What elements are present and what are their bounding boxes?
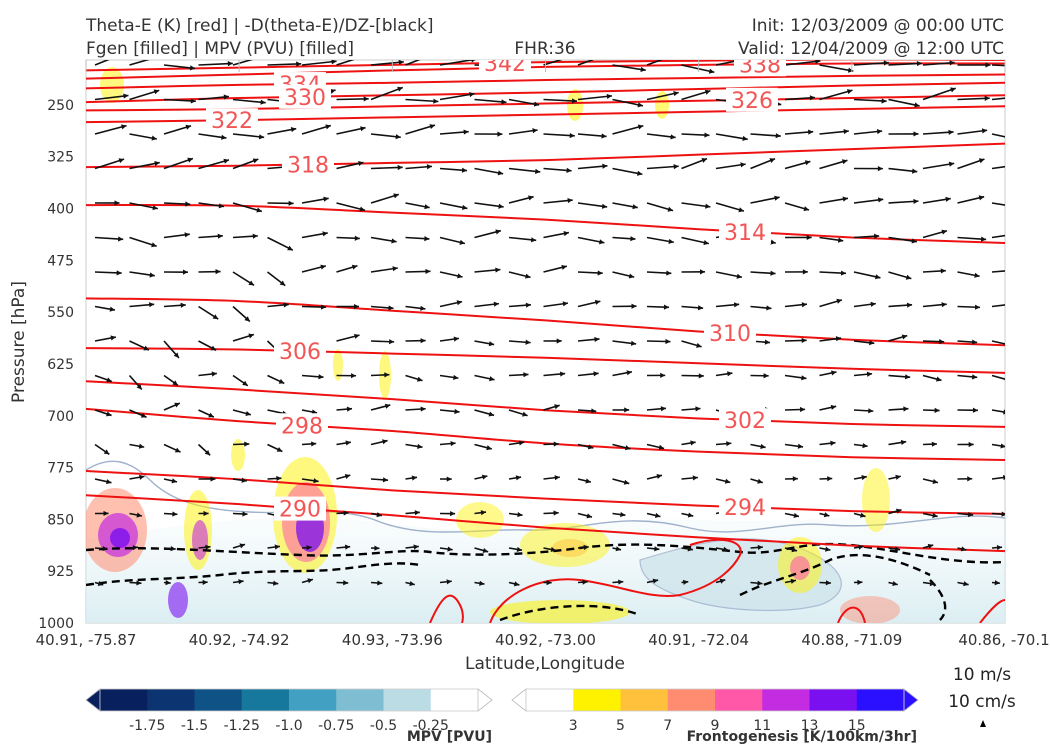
wind-vector-head bbox=[432, 52, 438, 57]
theta-e-label: 314 bbox=[724, 221, 766, 246]
fgen-blob bbox=[456, 502, 504, 538]
colorbar-swatch bbox=[857, 689, 905, 711]
colorbar-swatch bbox=[100, 689, 148, 711]
wind-vector-head bbox=[1007, 302, 1012, 307]
colorbar-swatch bbox=[336, 689, 384, 711]
colorbar-tick-label: -1.75 bbox=[129, 718, 165, 734]
colorbar-tick-label: -1.25 bbox=[224, 718, 260, 734]
wind-vector-head bbox=[1003, 409, 1008, 414]
colorbar-tick-label: -0.5 bbox=[370, 718, 397, 734]
wind-key-arrow bbox=[980, 720, 986, 727]
wind-key-speed: 10 m/s bbox=[953, 665, 1011, 685]
theta-e-label: 310 bbox=[709, 322, 751, 347]
fgen-blob bbox=[110, 528, 130, 548]
colorbar-swatch bbox=[762, 689, 810, 711]
wind-vector-head bbox=[1017, 94, 1022, 99]
x-tick-label: 40.92, -73.00 bbox=[495, 631, 596, 649]
fgen-blob bbox=[168, 582, 188, 618]
fgen-blob bbox=[567, 89, 583, 121]
colorbar-extend-right bbox=[904, 689, 918, 711]
x-axis-label: Latitude,Longitude bbox=[465, 654, 625, 674]
colorbar-extend-left bbox=[86, 689, 100, 711]
wind-vector-head bbox=[606, 52, 612, 57]
x-tick-label: 40.93, -73.96 bbox=[342, 631, 443, 649]
colorbar-swatch bbox=[147, 689, 195, 711]
colorbar-tick-label: -1.0 bbox=[275, 718, 302, 734]
colorbar-tick-label: -0.75 bbox=[318, 718, 354, 734]
x-tick-label: 40.91, -75.87 bbox=[36, 631, 137, 649]
wind-vector-head bbox=[1007, 342, 1012, 347]
wind-key-vertical: 10 cm/s bbox=[948, 692, 1016, 712]
title-left-1: Theta-E (K) [red] | -D(theta-E)/DZ-[blac… bbox=[85, 16, 434, 36]
mpv-colorbar-label: MPV [PVU] bbox=[407, 729, 492, 745]
y-tick-label: 325 bbox=[47, 150, 74, 166]
wind-vector-head bbox=[1016, 137, 1021, 142]
title-fhr: FHR:36 bbox=[514, 39, 575, 59]
y-axis-label: Pressure [hPa] bbox=[9, 281, 29, 403]
colorbar-swatch bbox=[195, 689, 243, 711]
colorbar-extend-left bbox=[512, 689, 526, 711]
theta-e-label: 330 bbox=[284, 86, 326, 111]
wind-vector-head bbox=[1013, 268, 1018, 273]
y-tick-label: 475 bbox=[47, 253, 74, 269]
wind-vector-head bbox=[1003, 475, 1008, 480]
y-tick-label: 550 bbox=[47, 305, 74, 321]
theta-e-label: 306 bbox=[279, 340, 321, 365]
colorbar-swatch bbox=[621, 689, 669, 711]
colorbar-swatch bbox=[242, 689, 290, 711]
y-tick-label: 925 bbox=[47, 564, 74, 580]
y-tick-label: 250 bbox=[47, 98, 74, 114]
theta-e-label: 318 bbox=[287, 153, 329, 178]
y-tick-label: 1000 bbox=[38, 616, 74, 632]
wind-vector-head bbox=[361, 54, 367, 59]
wind-vector-head bbox=[1016, 204, 1021, 209]
fgen-colorbar-label: Frontogenesis [K/100km/3hr] bbox=[687, 729, 917, 745]
colorbar-swatch bbox=[431, 689, 479, 711]
colorbar-swatch bbox=[526, 689, 574, 711]
title-init: Init: 12/03/2009 @ 00:00 UTC bbox=[752, 16, 1004, 36]
wind-vector-head bbox=[1012, 232, 1017, 237]
fgen-blob bbox=[862, 468, 890, 532]
title-left-2: Fgen [filled] | MPV (PVU) [filled] bbox=[86, 39, 354, 59]
wind-vector-head bbox=[1021, 64, 1026, 69]
wind-vector-head bbox=[1018, 162, 1023, 167]
y-tick-label: 625 bbox=[47, 357, 74, 373]
colorbar-swatch bbox=[384, 689, 432, 711]
colorbar-tick-label: 3 bbox=[569, 718, 578, 734]
fgen-blob bbox=[192, 520, 208, 560]
colorbar-tick-label: 5 bbox=[616, 718, 625, 734]
colorbar-tick-label: -1.5 bbox=[181, 718, 208, 734]
y-tick-label: 700 bbox=[47, 409, 74, 425]
theta-e-label: 290 bbox=[279, 498, 321, 523]
x-tick-label: 40.88, -71.09 bbox=[801, 631, 902, 649]
colorbar-swatch bbox=[715, 689, 763, 711]
fgen-blob bbox=[490, 600, 630, 624]
theta-e-label: 326 bbox=[731, 89, 773, 114]
mpv-colorbar: -1.75-1.5-1.25-1.0-0.75-0.5-0.25 bbox=[86, 689, 492, 734]
wind-vector-head bbox=[676, 52, 682, 57]
title-valid: Valid: 12/04/2009 @ 12:00 UTC bbox=[738, 39, 1004, 59]
y-tick-label: 400 bbox=[47, 202, 74, 218]
fgen-blob bbox=[790, 556, 810, 580]
colorbar-tick-label: 7 bbox=[663, 718, 672, 734]
colorbar-swatch bbox=[810, 689, 858, 711]
x-tick-label: 40.86, -70.1 bbox=[958, 631, 1049, 649]
fgen-blob bbox=[840, 596, 900, 624]
colorbar-swatch bbox=[668, 689, 716, 711]
y-tick-label: 850 bbox=[47, 512, 74, 528]
y-tick-label: 775 bbox=[47, 461, 74, 477]
theta-e-label: 302 bbox=[724, 409, 766, 434]
theta-e-label: 294 bbox=[724, 496, 766, 521]
x-tick-label: 40.91, -72.04 bbox=[648, 631, 749, 649]
x-tick-label: 40.92, -74.92 bbox=[189, 631, 290, 649]
colorbar-extend-right bbox=[478, 689, 492, 711]
colorbar-swatch bbox=[573, 689, 621, 711]
wind-vector-head bbox=[1006, 377, 1012, 382]
theta-e-label: 322 bbox=[211, 109, 253, 134]
theta-e-label: 298 bbox=[281, 414, 323, 439]
colorbar-swatch bbox=[289, 689, 337, 711]
